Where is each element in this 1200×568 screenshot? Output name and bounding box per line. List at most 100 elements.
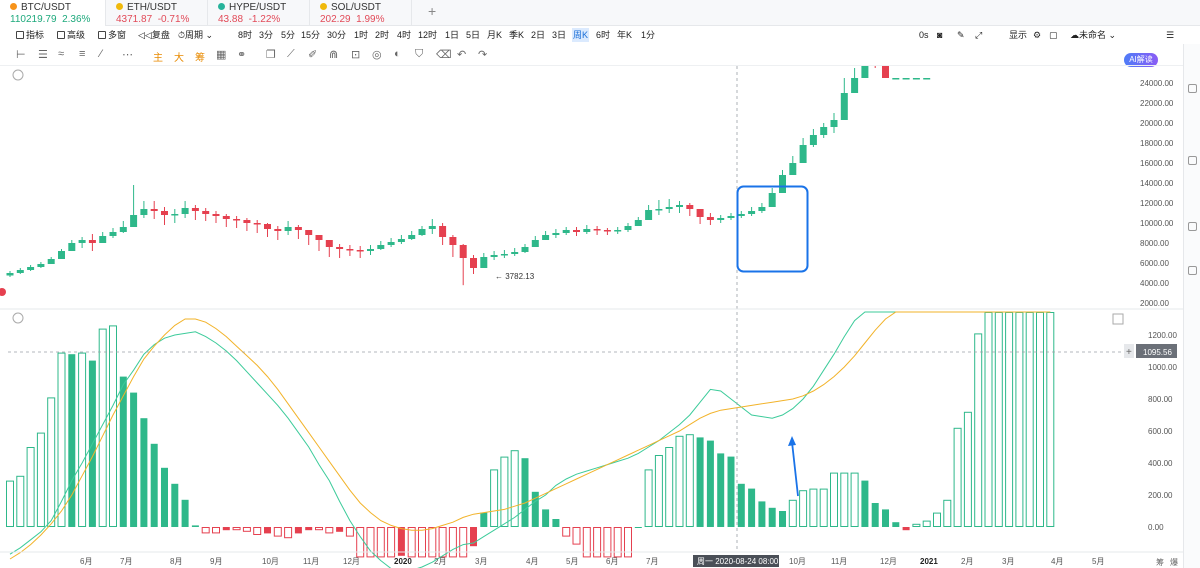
alerts-icon[interactable] — [1188, 266, 1197, 275]
timeframe-2h[interactable]: 2时 — [375, 30, 390, 40]
fib-icon[interactable]: ≡ — [79, 48, 86, 60]
time-axis-label: 11月 — [831, 557, 847, 566]
candle-body — [191, 208, 199, 211]
macd-axis-tick: 1000.00 — [1148, 363, 1177, 372]
trend-line-icon[interactable]: ⁄ — [100, 48, 102, 60]
timeframe-1d[interactable]: 1日 — [445, 30, 460, 40]
macd-bar — [644, 469, 653, 527]
display-button[interactable]: 显示 — [1009, 30, 1028, 40]
eye-icon[interactable]: ◎ — [372, 49, 382, 61]
multi-window-button[interactable]: 多窗 — [98, 28, 126, 42]
chart-canvas[interactable]: ← 3782.13 24000.00 22000.00 20000.00 18000.… — [0, 66, 1183, 568]
timeframe-4h[interactable]: 4时 — [397, 30, 412, 40]
link-icon[interactable]: ⚭ — [237, 49, 247, 61]
candle-body — [264, 224, 271, 229]
macd-bar — [57, 352, 66, 527]
tab-eth[interactable]: ETH/USDT 4371.87 -0.71% — [106, 0, 208, 26]
candle-body — [531, 240, 539, 247]
time-axis-label: 7月 — [120, 557, 132, 566]
macd-bar — [78, 352, 87, 527]
ruler-icon[interactable]: ⟋ — [287, 48, 295, 60]
trades-icon[interactable] — [1188, 222, 1197, 231]
more-tools-icon[interactable]: ⋯ — [122, 49, 133, 61]
redo-icon[interactable]: ↷ — [478, 49, 488, 61]
timeframe-1h[interactable]: 1时 — [354, 30, 369, 40]
candle-body — [428, 226, 436, 229]
camera-icon[interactable]: ◙ — [937, 30, 943, 40]
timeframe-12h[interactable]: 12时 — [418, 30, 438, 40]
timeframe-week[interactable]: 周K — [572, 28, 590, 42]
timeframe-8h[interactable]: 8时 — [238, 30, 253, 40]
crosshair-add-button[interactable] — [1124, 344, 1134, 358]
time-axis-label: 9月 — [210, 557, 222, 566]
macd-bar — [850, 472, 859, 528]
add-tab-icon[interactable]: + — [428, 3, 437, 19]
timeframe-5d[interactable]: 5日 — [466, 30, 481, 40]
timeframe-year[interactable]: 年K — [617, 30, 633, 40]
filter-icon[interactable]: ⛉ — [415, 48, 424, 60]
orderbook-icon[interactable] — [1188, 156, 1197, 165]
indicator-icon — [16, 31, 24, 39]
tab-change: 2.36% — [62, 14, 91, 25]
big-order-toggle[interactable]: 大 — [174, 53, 184, 64]
parallel-lines-icon[interactable]: ☰ — [38, 49, 48, 61]
macd-bar — [892, 522, 900, 527]
candle-body — [315, 235, 323, 240]
macd-pane-collapse-icon[interactable] — [12, 312, 24, 324]
timeframe-15m[interactable]: 15分 — [301, 30, 321, 40]
hide-drawings-icon[interactable]: ◐ — [394, 48, 401, 60]
price-pane-collapse-icon[interactable] — [12, 69, 24, 81]
advanced-button[interactable]: 高级 — [57, 28, 85, 42]
plus-icon[interactable]: + — [1126, 347, 1132, 358]
timeframe-5m[interactable]: 5分 — [281, 30, 296, 40]
timeframe-30m[interactable]: 30分 — [327, 30, 347, 40]
macd-bar — [953, 427, 962, 527]
tab-sol[interactable]: SOL/USDT 202.29 1.99% — [310, 0, 412, 26]
chip-toggle[interactable]: 筹 — [195, 53, 205, 64]
macd-bar — [675, 435, 684, 527]
candle-body — [727, 216, 735, 218]
candle-body — [676, 205, 683, 207]
settings-icon[interactable]: ⚙ — [1033, 30, 1042, 40]
copy-icon[interactable]: ❐ — [266, 49, 276, 61]
layout-selector[interactable]: ☁未命名 ⌄ — [1070, 30, 1117, 40]
timeframe-2d[interactable]: 2日 — [531, 30, 546, 40]
horizontal-line-icon[interactable]: ⊢ — [16, 49, 26, 61]
candle-body — [562, 230, 570, 233]
layout-icon[interactable]: ▢ — [1049, 30, 1058, 40]
candle-body — [902, 78, 910, 80]
brush-icon[interactable]: ✐ — [308, 49, 318, 61]
undo-icon[interactable]: ↶ — [457, 49, 467, 61]
wave-icon[interactable]: ≈ — [58, 48, 65, 60]
maximize-pane-icon[interactable] — [1112, 313, 1124, 325]
edit-icon[interactable]: ✎ — [957, 30, 965, 40]
footer-chip-label[interactable]: 筹 — [1156, 557, 1164, 567]
timeframe-3d[interactable]: 3日 — [552, 30, 567, 40]
watchlist-icon[interactable] — [1188, 84, 1197, 93]
footer-burst-label[interactable]: 爆 — [1170, 557, 1178, 567]
price-axis-tick: 4000.00 — [1140, 279, 1169, 288]
timeframe-quarter[interactable]: 季K — [509, 30, 525, 40]
grid-icon[interactable]: ▦ — [216, 49, 227, 61]
replay-button[interactable]: ◁◁复盘 — [138, 30, 170, 40]
candle-body — [459, 245, 467, 258]
fullscreen-icon[interactable]: ⤢ — [975, 30, 983, 40]
delete-icon[interactable]: ⌫ — [436, 49, 452, 61]
lock-icon[interactable]: ⊡ — [351, 49, 361, 61]
timeframe-3m[interactable]: 3分 — [259, 30, 274, 40]
ai-analysis-button[interactable]: AI解读 — [1124, 53, 1158, 67]
timeframe-1m[interactable]: 1分 — [641, 30, 656, 40]
macd-bar — [161, 467, 168, 527]
crosshair-value-badge — [1136, 344, 1177, 358]
timeframe-month[interactable]: 月K — [487, 30, 503, 40]
period-button[interactable]: ⏱周期 ⌄ — [178, 30, 214, 40]
magnet-icon[interactable]: ⋒ — [329, 49, 339, 61]
tab-hype[interactable]: HYPE/USDT 43.88 -1.22% — [208, 0, 310, 26]
macd-bar — [418, 527, 426, 558]
timeframe-6h[interactable]: 6时 — [596, 30, 611, 40]
tab-btc[interactable]: BTC/USDT 110219.79 2.36% — [0, 0, 106, 26]
indicator-button[interactable]: 指标 — [16, 28, 44, 42]
main-chart-toggle[interactable]: 主 — [153, 53, 163, 64]
menu-icon[interactable]: ☰ — [1166, 30, 1175, 40]
candle-body — [47, 259, 55, 264]
